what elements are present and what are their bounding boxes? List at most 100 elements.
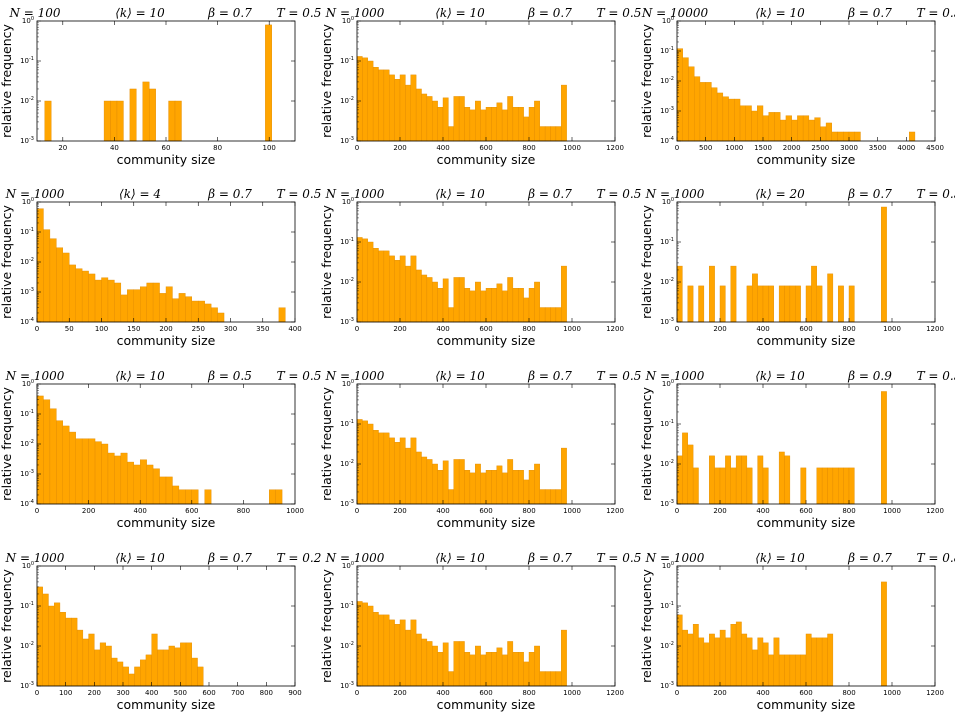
chart-title-part: N = 1000 — [325, 6, 385, 20]
bar — [191, 489, 199, 505]
bar — [746, 285, 753, 323]
bar — [694, 76, 701, 142]
bar — [730, 265, 737, 323]
x-axis-label: community size — [757, 515, 856, 530]
bar — [49, 408, 57, 505]
bar — [362, 57, 368, 142]
y-tick-label: 10-1 — [340, 237, 354, 246]
bar — [157, 649, 164, 687]
bar — [676, 48, 683, 142]
chart-panel-10: 0 100 200 300 400 500 600 700 800 900 10-3 10-2 10-1… — [0, 551, 321, 712]
y-tick-label: 100 — [22, 16, 34, 25]
bar — [142, 81, 150, 142]
y-axis-label: relative frequency — [639, 568, 654, 682]
chart-title-part: β = 0.9 — [847, 369, 892, 383]
bar — [555, 307, 562, 323]
bar — [821, 467, 828, 505]
bar — [507, 96, 514, 142]
x-tick-label: 1000 — [725, 144, 743, 152]
x-tick-label: 800 — [260, 689, 273, 697]
bar — [795, 654, 801, 687]
y-tick-label: 10-1 — [20, 227, 34, 236]
bar — [114, 282, 122, 323]
bar — [550, 126, 557, 142]
bar — [762, 467, 769, 505]
bar — [699, 82, 706, 142]
y-tick-label: 10-1 — [660, 46, 674, 55]
bar — [458, 277, 465, 323]
x-tick-label: 60 — [162, 144, 171, 152]
chart-title-part: β = 0.7 — [207, 187, 252, 201]
bar — [881, 581, 887, 687]
bar — [139, 286, 147, 323]
chart-title-part: ⟨k⟩ = 4 — [119, 187, 161, 201]
bar — [843, 131, 850, 142]
x-axis-label: community size — [437, 515, 536, 530]
bar — [378, 432, 385, 505]
bar — [453, 641, 460, 687]
chart-title-part: N = 1000 — [645, 187, 705, 201]
x-tick-label: 400 — [756, 507, 769, 515]
y-tick-label: 100 — [22, 197, 34, 206]
bar — [383, 69, 390, 142]
bar — [389, 74, 395, 142]
chart-title-part: β = 0.7 — [527, 6, 572, 20]
bar — [421, 274, 428, 323]
x-tick-label: 200 — [713, 507, 726, 515]
x-tick-label: 400 — [756, 689, 769, 697]
x-tick-label: 900 — [288, 689, 301, 697]
bar — [88, 633, 95, 687]
bar — [432, 281, 438, 323]
x-tick-label: 400 — [756, 325, 769, 333]
x-tick-label: 300 — [116, 689, 129, 697]
bar — [698, 637, 705, 687]
bar — [75, 268, 83, 323]
bar — [191, 300, 199, 323]
bar — [394, 624, 401, 687]
y-tick-label: 10-2 — [340, 277, 354, 286]
bar — [827, 273, 834, 323]
x-tick-label: 600 — [479, 507, 492, 515]
bar — [378, 69, 385, 142]
bar — [59, 612, 66, 687]
chart-title-part: N = 1000 — [5, 551, 65, 565]
x-tick-label: 400 — [436, 325, 449, 333]
bar — [464, 106, 471, 142]
bar — [152, 282, 160, 323]
y-axis-label: relative frequency — [639, 23, 654, 137]
bar — [110, 100, 118, 142]
bar — [534, 100, 540, 142]
bar — [394, 79, 401, 142]
chart-title-part: T = 0.5 — [277, 187, 322, 201]
bar — [99, 642, 106, 687]
bar — [496, 102, 503, 142]
y-axis-label: relative frequency — [639, 204, 654, 318]
bar — [739, 105, 747, 142]
x-tick-label: 0 — [35, 507, 39, 515]
bar — [909, 131, 916, 142]
bar — [383, 250, 390, 323]
x-tick-label: 600 — [202, 689, 215, 697]
y-tick-label: 10-3 — [340, 499, 354, 508]
bar — [185, 489, 193, 505]
bar — [367, 241, 374, 323]
bar — [49, 238, 57, 323]
bar — [544, 671, 551, 687]
bar — [725, 637, 731, 687]
x-tick-label: 40 — [110, 144, 119, 152]
bar — [62, 425, 70, 505]
y-tick-label: 10-3 — [340, 681, 354, 690]
bar — [133, 289, 141, 323]
bar — [367, 605, 374, 687]
y-tick-label: 10-2 — [340, 459, 354, 468]
chart-title-part: β = 0.7 — [847, 6, 892, 20]
bar — [198, 300, 205, 323]
y-tick-label: 10-3 — [660, 106, 674, 115]
bar — [101, 277, 109, 323]
x-tick-label: 0 — [35, 689, 39, 697]
bar — [714, 467, 721, 505]
bar — [165, 286, 173, 323]
bar — [735, 455, 742, 505]
x-tick-label: 400 — [436, 507, 449, 515]
